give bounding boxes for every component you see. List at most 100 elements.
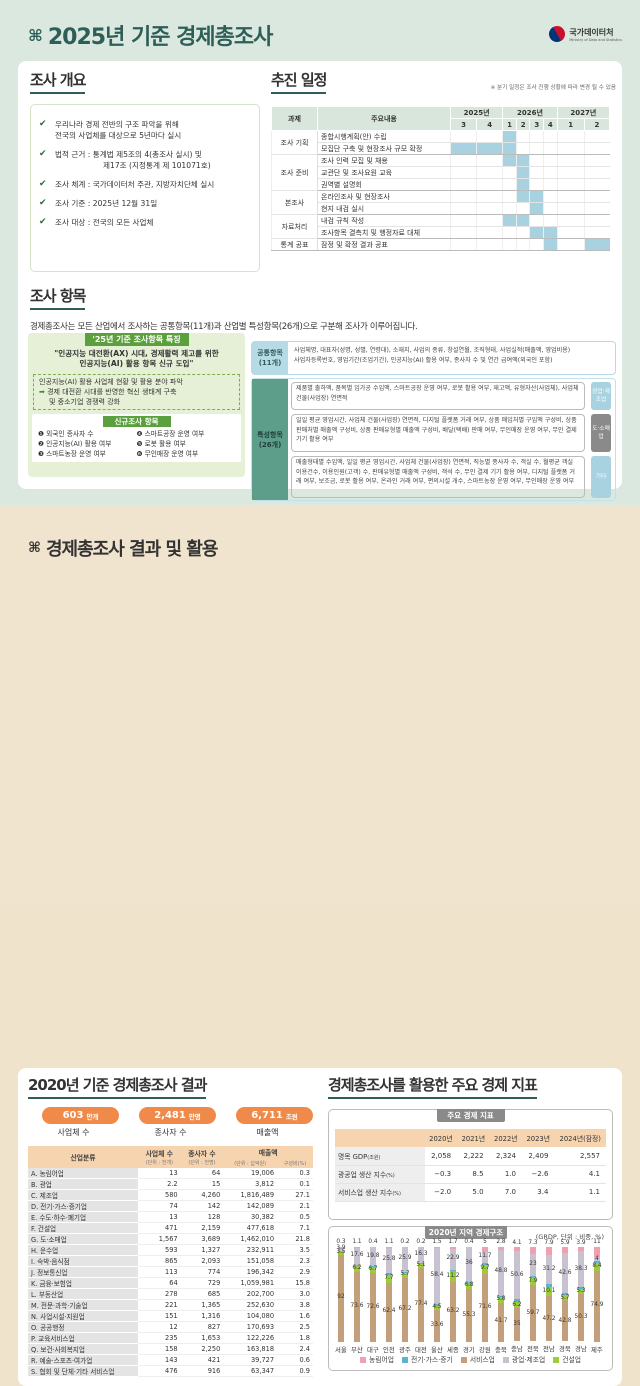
label: 광공업 생산 지수 <box>338 1171 386 1179</box>
gantt-cell <box>584 143 609 155</box>
table-cell: 64 <box>181 1168 224 1179</box>
arrow-right-icon: ➡ <box>39 388 45 396</box>
gantt-cell <box>584 227 609 239</box>
legend-swatch-icon <box>553 1357 559 1363</box>
table-cell: N. 사업시설·지원업 <box>28 1311 138 1322</box>
gantt-bar <box>477 143 503 155</box>
col-unit: 구성비(%) <box>284 1161 306 1167</box>
gantt-cell <box>503 239 517 251</box>
table-cell: 477,618 <box>223 1223 277 1234</box>
table-cell: 916 <box>181 1366 224 1377</box>
gantt-cell <box>557 179 584 191</box>
bar-value-label: 5.7 <box>393 1271 417 1277</box>
stat-caption: 사업체 수 <box>28 1127 119 1138</box>
industry-badge: 도·소매업 <box>591 414 611 452</box>
survey-overview-section: ⌘ 2025년 기준 경제총조사 국가데이터처 Ministry of Data… <box>0 0 640 505</box>
table-cell: 113 <box>138 1267 181 1278</box>
gantt-cell <box>516 203 530 215</box>
table-cell: 2.1 <box>277 1201 313 1212</box>
table-cell: 278 <box>138 1289 181 1300</box>
table-cell: D. 전기·가스·증기업 <box>28 1201 138 1212</box>
new-item: ❶ 외국인 종사자 수 <box>38 429 137 439</box>
stat-unit: 조원 <box>286 1111 298 1121</box>
gantt-cell <box>530 167 544 179</box>
gantt-cell <box>451 227 477 239</box>
region-label: 울산 <box>431 1345 443 1354</box>
gantt-cell <box>477 179 503 191</box>
common-items: 공통항목(11개) 사업체명, 대표자(성명, 성별, 연령대), 소재지, 사… <box>251 341 616 375</box>
indicator-col-header <box>335 1129 425 1147</box>
line: 조사 체계 : 국가데이터처 주관, 지방자치단체 실시 <box>55 179 214 190</box>
quarter-header: 1 <box>503 119 517 131</box>
unit: (%) <box>386 1173 395 1179</box>
legend-item: 광업·제조업 <box>503 1354 545 1364</box>
gantt-cell <box>544 167 558 179</box>
legend-swatch-icon <box>402 1357 408 1363</box>
new-item: ❺ 로봇 활용 여부 <box>137 439 236 449</box>
table-cell: 143 <box>138 1355 181 1366</box>
table-cell: 142 <box>181 1201 224 1212</box>
indicators-tag: 주요 경제 지표 <box>437 1109 505 1122</box>
legend-label: 전기·가스·증기 <box>411 1356 453 1364</box>
schedule-row: 권역별 설명회 <box>272 179 610 191</box>
schedule-row: 교관단 및 조사요원 교육 <box>272 167 610 179</box>
col-unit: (단위 : 천명) <box>188 1160 215 1166</box>
special-items: 특성항목(26개) 제품별 출하액, 품목별 임가공 수입액, 스마트공장 운영… <box>251 378 616 501</box>
indicator-col-header: 2020년 <box>425 1129 457 1147</box>
indicator-col-header: 2024년(잠정) <box>554 1129 606 1147</box>
bar-value-label: 5.8 <box>489 1296 513 1302</box>
table-cell: K. 금융·보험업 <box>28 1278 138 1289</box>
feature-quote: "인공지능 대전환(AX) 시대, 경제활력 제고를 위한 인공지능(AI) 활… <box>28 349 245 369</box>
table-cell: 1,816,489 <box>223 1190 277 1201</box>
task-name: 조사 준비 <box>272 155 318 191</box>
table-cell: 64 <box>138 1278 181 1289</box>
table-cell: 30,382 <box>223 1212 277 1223</box>
indicator-value: 2,324 <box>490 1147 522 1165</box>
quarter-header: 2 <box>516 119 530 131</box>
line: 우리나라 경제 전반의 구조 파악을 위해 <box>55 119 181 130</box>
gantt-bar <box>544 227 558 239</box>
table-cell: 1,653 <box>181 1333 224 1344</box>
legend-swatch-icon <box>360 1357 366 1363</box>
region-label: 인천 <box>383 1345 395 1354</box>
checkmark-icon: ✔ <box>39 179 49 190</box>
gantt-cell <box>451 155 477 167</box>
gantt-cell <box>544 179 558 191</box>
gantt-bar <box>530 191 544 203</box>
stat-value: 6,711 <box>251 1110 283 1121</box>
task-content: 온라인조사 및 현장조사 <box>318 191 451 203</box>
indicator-value: 4.1 <box>554 1165 606 1183</box>
stat-value: 2,481 <box>154 1110 186 1121</box>
task-content: 조사항목 결측치 및 행정자료 대체 <box>318 227 451 239</box>
gantt-cell <box>477 155 503 167</box>
command-symbol-icon: ⌘ <box>28 26 42 45</box>
line: 제17조 (지정통계 제 101071호) <box>55 160 211 171</box>
gantt-bar <box>544 239 558 251</box>
gantt-cell <box>451 239 477 251</box>
table-cell: 3,812 <box>223 1179 277 1190</box>
bar-value-label: 11.7 <box>473 1253 497 1259</box>
feature-box: '25년 기준 조사항목 특징 "인공지능 대전환(AX) 시대, 경제활력 제… <box>28 333 245 477</box>
stat-caption: 매출액 <box>222 1127 313 1138</box>
task-content: 조사 인력 모집 및 채용 <box>318 155 451 167</box>
